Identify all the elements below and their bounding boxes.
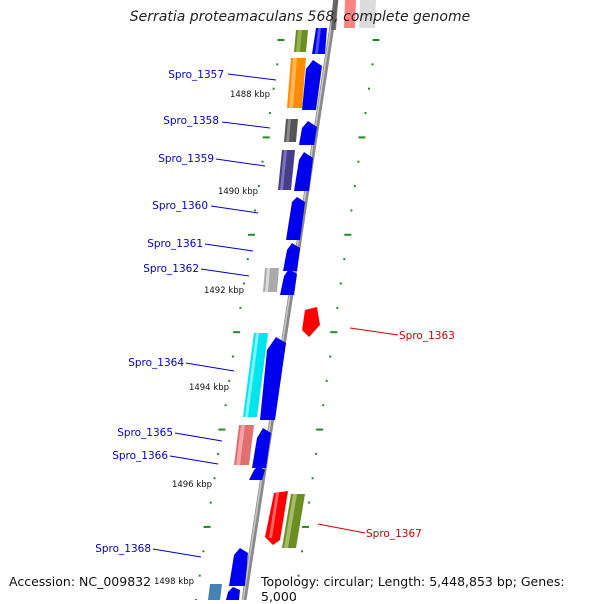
accession-text: Accession: NC_009832 — [9, 574, 152, 589]
kbp-label-1498: 1498 kbp — [154, 577, 194, 587]
outer-tick-track — [294, 39, 380, 600]
partial-gene-top-blue — [312, 28, 327, 54]
gene-spro-1367-block[interactable] — [265, 491, 305, 548]
kbp-label-1492: 1492 kbp — [204, 286, 244, 296]
gene-spro-1365-block[interactable] — [234, 425, 254, 465]
partial-gene-top-grey — [331, 0, 376, 30]
label-spro-1368[interactable]: Spro_1368 — [95, 543, 151, 555]
backbone-highlight — [242, 0, 336, 600]
kbp-label-1488: 1488 kbp — [230, 90, 270, 100]
blue-gene-arrows — [226, 60, 322, 600]
backbone-line — [241, 0, 339, 600]
label-spro-1359[interactable]: Spro_1359 — [158, 153, 214, 165]
gene-spro-1359-block[interactable] — [278, 150, 295, 190]
kbp-label-1490: 1490 kbp — [218, 187, 258, 197]
label-spro-1360[interactable]: Spro_1360 — [152, 200, 208, 212]
label-spro-1364[interactable]: Spro_1364 — [128, 357, 184, 369]
kbp-label-1494: 1494 kbp — [189, 383, 229, 393]
kbp-label-1496: 1496 kbp — [172, 480, 212, 490]
label-leader-lines — [152, 73, 277, 558]
partial-gene-top-olive — [294, 30, 308, 52]
gene-spro-1364-block[interactable] — [243, 333, 268, 417]
label-leader-lines-red — [317, 327, 399, 534]
label-spro-1366[interactable]: Spro_1366 — [112, 450, 168, 462]
label-spro-1365[interactable]: Spro_1365 — [117, 427, 173, 439]
genome-title: Serratia proteamaculans 568, complete ge… — [129, 9, 471, 25]
label-spro-1362[interactable]: Spro_1362 — [143, 263, 199, 275]
label-spro-1367[interactable]: Spro_1367 — [366, 528, 422, 540]
gene-spro-1362-block[interactable] — [263, 268, 279, 292]
label-spro-1361[interactable]: Spro_1361 — [147, 238, 203, 250]
partial-gene-top-red — [344, 0, 356, 28]
gene-spro-partial-bottom-steelblue — [208, 584, 222, 600]
gene-spro-1357-block[interactable] — [287, 58, 306, 108]
gene-spro-1358-block[interactable] — [284, 119, 298, 142]
inner-tick-track — [195, 39, 285, 600]
label-spro-1357[interactable]: Spro_1357 — [168, 69, 224, 81]
gene-spro-1363-block[interactable] — [302, 307, 320, 337]
label-spro-1358[interactable]: Spro_1358 — [163, 115, 219, 127]
label-spro-1363[interactable]: Spro_1363 — [399, 330, 455, 342]
